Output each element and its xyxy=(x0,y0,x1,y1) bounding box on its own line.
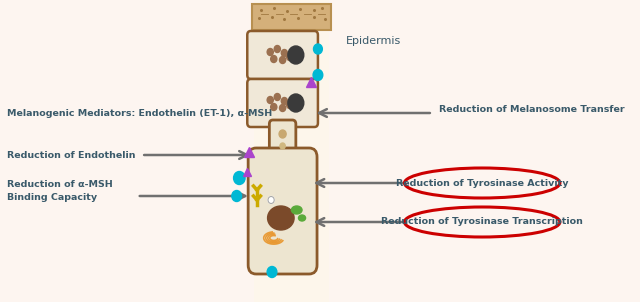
Circle shape xyxy=(288,94,304,112)
Circle shape xyxy=(288,46,304,64)
Circle shape xyxy=(268,197,274,204)
Circle shape xyxy=(287,101,292,108)
Circle shape xyxy=(280,143,285,149)
Circle shape xyxy=(280,104,285,111)
Text: Reduction of Tyrosinase Transcription: Reduction of Tyrosinase Transcription xyxy=(381,217,583,226)
Circle shape xyxy=(267,49,273,56)
Circle shape xyxy=(287,53,292,60)
Circle shape xyxy=(280,56,285,63)
FancyBboxPatch shape xyxy=(247,79,318,127)
FancyBboxPatch shape xyxy=(248,148,317,274)
Circle shape xyxy=(279,130,286,138)
Circle shape xyxy=(234,172,245,185)
Circle shape xyxy=(232,191,241,201)
Ellipse shape xyxy=(268,206,294,230)
Circle shape xyxy=(274,94,280,101)
Circle shape xyxy=(281,50,287,56)
Circle shape xyxy=(267,266,277,278)
Ellipse shape xyxy=(291,206,302,214)
Circle shape xyxy=(313,69,323,81)
FancyBboxPatch shape xyxy=(252,4,331,30)
Text: Epidermis: Epidermis xyxy=(346,36,401,46)
Text: Reduction of α-MSH
Binding Capacity: Reduction of α-MSH Binding Capacity xyxy=(7,180,113,202)
Text: Reduction of Endothelin: Reduction of Endothelin xyxy=(7,150,136,159)
FancyBboxPatch shape xyxy=(269,120,296,163)
Ellipse shape xyxy=(298,215,305,221)
Circle shape xyxy=(314,44,323,54)
Circle shape xyxy=(267,97,273,104)
Circle shape xyxy=(274,46,280,53)
Circle shape xyxy=(271,104,277,111)
Circle shape xyxy=(271,56,277,63)
Text: Reduction of Melanosome Transfer: Reduction of Melanosome Transfer xyxy=(439,105,625,114)
Circle shape xyxy=(281,98,287,104)
Text: Melanogenic Mediators: Endothelin (ET-1), α-MSH: Melanogenic Mediators: Endothelin (ET-1)… xyxy=(7,108,272,117)
FancyBboxPatch shape xyxy=(254,0,328,302)
FancyBboxPatch shape xyxy=(247,31,318,79)
Text: Reduction of Tyrosinase Activity: Reduction of Tyrosinase Activity xyxy=(396,178,568,188)
